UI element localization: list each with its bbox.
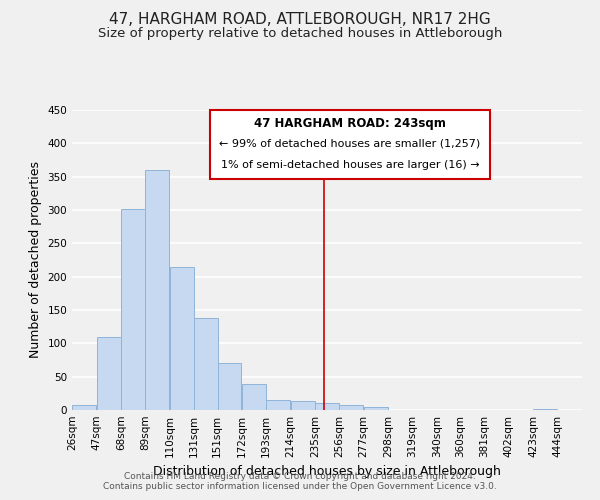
Bar bbox=[315, 404, 339, 410]
Bar bbox=[72, 404, 96, 410]
X-axis label: Distribution of detached houses by size in Attleborough: Distribution of detached houses by size … bbox=[153, 466, 501, 478]
Text: 47 HARGHAM ROAD: 243sqm: 47 HARGHAM ROAD: 243sqm bbox=[254, 118, 446, 130]
Text: ← 99% of detached houses are smaller (1,257): ← 99% of detached houses are smaller (1,… bbox=[220, 138, 481, 148]
Bar bbox=[290, 402, 314, 410]
Bar bbox=[242, 384, 266, 410]
Text: 1% of semi-detached houses are larger (16) →: 1% of semi-detached houses are larger (1… bbox=[221, 160, 479, 170]
Bar bbox=[121, 210, 145, 410]
Bar bbox=[266, 400, 290, 410]
Bar bbox=[218, 364, 241, 410]
Text: Contains HM Land Registry data © Crown copyright and database right 2024.: Contains HM Land Registry data © Crown c… bbox=[124, 472, 476, 481]
Bar bbox=[364, 408, 388, 410]
Bar bbox=[194, 318, 218, 410]
Y-axis label: Number of detached properties: Number of detached properties bbox=[29, 162, 42, 358]
FancyBboxPatch shape bbox=[210, 110, 490, 179]
Bar bbox=[145, 170, 169, 410]
Bar bbox=[97, 338, 121, 410]
Text: 47, HARGHAM ROAD, ATTLEBOROUGH, NR17 2HG: 47, HARGHAM ROAD, ATTLEBOROUGH, NR17 2HG bbox=[109, 12, 491, 28]
Bar bbox=[340, 406, 364, 410]
Bar bbox=[170, 268, 194, 410]
Bar bbox=[533, 408, 557, 410]
Text: Size of property relative to detached houses in Attleborough: Size of property relative to detached ho… bbox=[98, 28, 502, 40]
Text: Contains public sector information licensed under the Open Government Licence v3: Contains public sector information licen… bbox=[103, 482, 497, 491]
